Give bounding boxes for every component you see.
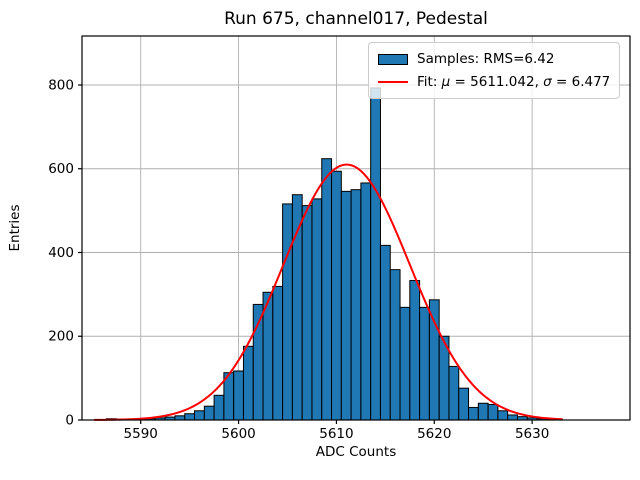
legend: Samples: RMS=6.42 Fit: μ = 5611.042, σ =… [368, 42, 620, 99]
histogram-bar [242, 345, 254, 421]
y-tick-label: 600 [48, 161, 74, 177]
y-tick-label: 200 [48, 329, 74, 345]
mu-symbol: μ [441, 73, 451, 90]
histogram-bar [360, 182, 372, 421]
y-axis-label: Entries [7, 204, 23, 252]
histogram-bar [370, 87, 381, 421]
histogram-bar [399, 306, 411, 421]
legend-samples-label: Samples: RMS=6.42 [417, 51, 555, 68]
histogram-bar [350, 189, 362, 421]
x-axis-label: ADC Counts [315, 444, 397, 460]
histogram-bar [233, 370, 244, 421]
legend-entry-samples: Samples: RMS=6.42 [378, 49, 610, 70]
histogram-bar [507, 414, 518, 421]
x-tick-label: 5620 [417, 426, 451, 442]
histogram-bar [458, 387, 470, 421]
histogram-bar [477, 402, 489, 421]
histogram-bar [379, 244, 391, 421]
histogram-bar [487, 404, 499, 421]
x-tick-label: 5610 [319, 426, 353, 442]
histogram-bar [419, 306, 430, 421]
histogram-bar [213, 394, 225, 421]
histogram-bar [340, 190, 352, 421]
histogram-bar [311, 198, 323, 421]
histogram-bar [291, 194, 303, 421]
histogram-bar [497, 410, 509, 421]
histogram-bar [184, 413, 196, 421]
histogram-bar [194, 410, 205, 421]
fit-line-icon [378, 80, 408, 83]
histogram-bar [389, 269, 401, 421]
x-tick-label: 5630 [515, 426, 549, 442]
histogram-bar [272, 285, 284, 421]
histogram-bar [203, 405, 215, 421]
chart-title: Run 675, channel017, Pedestal [224, 9, 488, 29]
fit-curve [93, 163, 563, 421]
axes-frame [81, 35, 631, 421]
sigma-symbol: σ [543, 73, 552, 90]
histogram-bar [468, 406, 479, 421]
x-tick-label: 5590 [124, 426, 158, 442]
y-tick-label: 400 [48, 245, 74, 261]
histogram-swatch-icon [378, 53, 408, 65]
legend-entry-fit: Fit: μ = 5611.042, σ = 6.477 [378, 71, 610, 92]
histogram-bar [331, 170, 342, 421]
legend-fit-label: Fit: μ = 5611.042, σ = 6.477 [417, 73, 611, 90]
histogram-bar [409, 280, 421, 421]
x-tick-label: 5600 [221, 426, 255, 442]
histogram-bar [321, 158, 333, 421]
histogram-bar [282, 203, 293, 421]
y-tick-label: 0 [65, 413, 74, 429]
y-tick-label: 800 [48, 77, 74, 93]
histogram-bar [428, 299, 440, 421]
histogram-bar [448, 365, 460, 421]
histogram-bar [301, 205, 313, 421]
histogram-bar [174, 415, 186, 421]
